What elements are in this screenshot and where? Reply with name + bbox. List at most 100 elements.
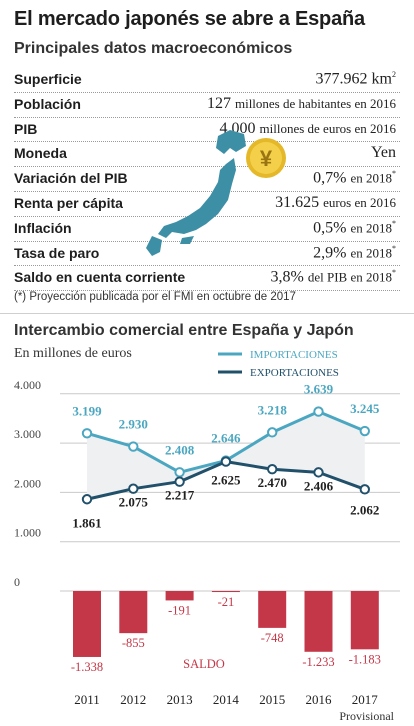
macro-value: 0,5% en 2018*	[313, 219, 396, 237]
macro-label: PIB	[14, 120, 38, 137]
macro-value: 0,7% en 2018*	[313, 169, 396, 187]
macro-value-unit: millones de euros en 2016	[259, 120, 396, 136]
macro-row: Variación del PIB 0,7% en 2018*	[14, 167, 400, 192]
series-point-1	[359, 484, 370, 495]
series-point-1	[128, 483, 139, 494]
saldo-bar	[304, 591, 333, 652]
series-point-1	[220, 456, 232, 467]
saldo-bar	[350, 591, 379, 650]
imp-data-label: 2.930	[119, 417, 148, 432]
macro-value-number: Yen	[370, 144, 396, 162]
series-point-0	[174, 467, 185, 478]
y-tick-label: 3.000	[14, 427, 41, 441]
macro-value-unit: en 2018	[350, 170, 392, 186]
y-tick-label: 0	[14, 575, 20, 589]
series-point-1	[313, 467, 324, 478]
macro-value-number: 377.962	[315, 70, 368, 88]
legend-imp-label: IMPORTACIONES	[250, 349, 338, 361]
coin-symbol: ¥	[260, 146, 273, 171]
macro-value-unit: en 2018	[350, 244, 392, 260]
exp-data-label: 2.406	[304, 478, 334, 493]
saldo-bar	[211, 591, 240, 593]
series-point-0	[128, 441, 139, 452]
saldo-label: -1.183	[349, 652, 381, 666]
series-point-1	[267, 464, 278, 475]
x-note: Provisional	[339, 709, 394, 723]
x-tick-label: 2012	[120, 692, 146, 707]
macro-value-unit: del PIB en 2018	[307, 269, 392, 285]
macro-row: Moneda Yen	[14, 142, 400, 168]
macro-value-number: 31.625	[275, 193, 320, 211]
macro-value-number: 0,7%	[313, 169, 347, 187]
series-point-1	[81, 494, 93, 505]
macro-value: 3,8% del PIB en 2018*	[271, 268, 396, 286]
yen-coin-icon: ¥	[246, 138, 286, 178]
saldo-bar	[165, 591, 194, 601]
macro-label: Variación del PIB	[14, 170, 128, 187]
macro-row: Saldo en cuenta corriente 3,8% del PIB en…	[14, 266, 400, 292]
imp-data-label: 3.245	[350, 401, 380, 416]
macro-value-unit: en 2018	[350, 220, 392, 236]
macro-value-sup: *	[392, 268, 396, 278]
y-tick-label: 4.000	[14, 378, 41, 392]
macro-row: Superficie 377.962 km2	[14, 68, 400, 93]
macro-value-unit: millones de habitantes en 2016	[234, 95, 396, 111]
japan-map-icon	[146, 130, 246, 256]
saldo-bar	[258, 591, 287, 628]
section-divider	[0, 313, 414, 314]
saldo-label: -1.338	[71, 660, 103, 674]
saldo-label: -21	[218, 595, 235, 609]
x-tick-label: 2011	[74, 692, 100, 707]
imp-data-label: 3.639	[304, 382, 334, 397]
x-tick-label: 2014	[213, 692, 240, 707]
saldo-label: -855	[122, 636, 145, 650]
imp-data-label: 3.218	[258, 402, 288, 417]
exp-data-label: 2.625	[211, 473, 241, 488]
macro-value-sup: *	[392, 169, 396, 179]
macro-value: 127 millones de habitantes en 2016	[207, 95, 396, 113]
series-point-0	[313, 406, 324, 417]
saldo-bar	[73, 591, 101, 657]
x-tick-label: 2016	[306, 692, 333, 707]
legend-exp-label: EXPORTACIONES	[250, 367, 339, 379]
macro-value-number: 2,9%	[313, 243, 347, 261]
exp-data-label: 2.217	[165, 488, 195, 503]
saldo-label: -191	[168, 603, 191, 617]
exp-data-label: 2.470	[258, 475, 287, 490]
macro-value: 377.962 km2	[316, 70, 396, 88]
x-tick-label: 2013	[167, 692, 193, 707]
x-tick-label: 2017	[352, 692, 379, 707]
exp-data-label: 2.075	[119, 495, 149, 510]
macro-value-unit: euros en 2016	[323, 194, 396, 210]
imp-data-label: 2.646	[211, 431, 241, 446]
x-tick-label: 2015	[259, 692, 285, 707]
macro-row: Inflación 0,5% en 2018*	[14, 217, 400, 242]
macro-label: Saldo en cuenta corriente	[14, 269, 186, 286]
series-point-0	[267, 427, 278, 438]
macro-value: 2,9% en 2018*	[313, 244, 396, 262]
macro-row: Población 127 millones de habitantes en 2…	[14, 93, 400, 118]
macro-label: Moneda	[14, 145, 67, 162]
page-subtitle: Principales datos macroeconómicos	[14, 40, 293, 57]
macro-value: 31.625 euros en 2016	[275, 194, 396, 212]
macro-value-sup: 2	[392, 70, 396, 79]
macro-value-number: 127	[206, 94, 231, 112]
series-point-0	[359, 425, 370, 437]
macro-table: Superficie 377.962 km2 Población 127 millon…	[14, 68, 400, 292]
saldo-label: -748	[261, 631, 284, 645]
page-title: El mercado japonés se abre a España	[14, 8, 365, 30]
saldo-bar	[119, 591, 148, 634]
footnote: (*) Proyección publicada por el FMI en o…	[14, 291, 296, 303]
saldo-series-name: SALDO	[183, 657, 225, 671]
macro-label: Superficie	[14, 71, 82, 87]
macro-label: Inflación	[14, 219, 72, 236]
exp-data-label: 1.861	[72, 515, 101, 530]
imp-data-label: 3.199	[72, 403, 102, 418]
macro-value-number: 0,5%	[313, 219, 347, 237]
imp-data-label: 2.408	[165, 442, 195, 457]
exp-data-label: 2.062	[350, 502, 379, 517]
y-tick-label: 2.000	[14, 476, 41, 490]
macro-value-number: 3,8%	[270, 268, 304, 286]
macro-label: Población	[14, 95, 81, 112]
